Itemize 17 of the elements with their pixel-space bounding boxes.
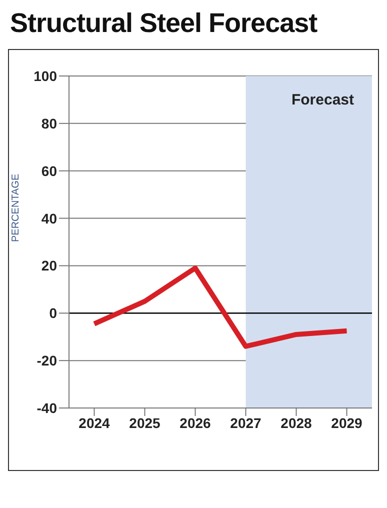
y-tick-label: 80 [41, 115, 58, 132]
y-tick-label: 20 [41, 258, 58, 274]
x-tick-label: 2027 [230, 414, 262, 431]
x-tick-label: 2025 [129, 414, 161, 431]
y-tick-label: 40 [41, 210, 58, 226]
y-tick-label: 100 [34, 68, 58, 84]
band-label: Forecast [291, 92, 354, 109]
y-tick-label: -40 [36, 400, 58, 416]
chart-title: Structural Steel Forecast [10, 8, 318, 39]
y-axis-title: PERCENTAGE [10, 174, 22, 242]
y-tick-label: -20 [36, 352, 58, 369]
x-tick-label: 2028 [280, 414, 312, 431]
y-tick-label: 0 [49, 305, 58, 322]
x-tick-label: 2029 [331, 414, 363, 431]
x-tick-label: 2024 [78, 414, 110, 431]
x-tick-label: 2026 [180, 414, 212, 431]
y-tick-label: 60 [41, 162, 58, 179]
